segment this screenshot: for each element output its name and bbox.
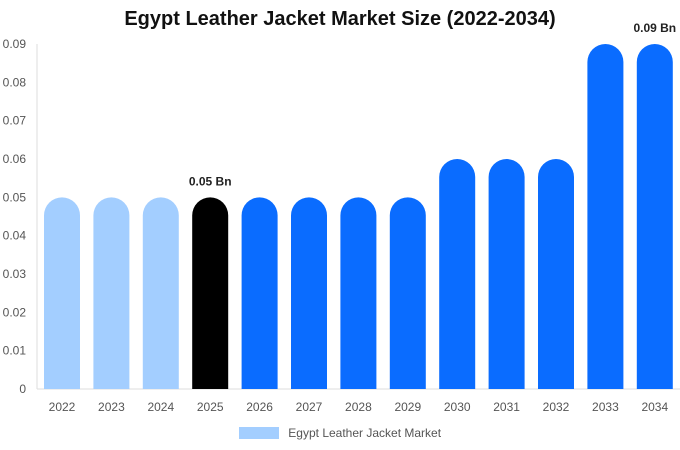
bar-2028 xyxy=(340,197,377,389)
bar-2026 xyxy=(241,197,278,389)
x-tick-label: 2024 xyxy=(147,400,174,414)
y-tick-label: 0.06 xyxy=(3,152,27,166)
y-tick-label: 0.05 xyxy=(3,190,27,204)
bar-2030 xyxy=(439,159,476,389)
legend-label: Egypt Leather Jacket Market xyxy=(288,425,442,440)
y-tick-label: 0.08 xyxy=(3,75,27,89)
bar-2034 xyxy=(636,44,673,389)
x-tick-label: 2029 xyxy=(394,400,421,414)
data-label-2025: 0.05 Bn xyxy=(189,174,232,188)
bar-2029 xyxy=(389,197,426,389)
x-tick-label: 2023 xyxy=(98,400,125,414)
bar-2031 xyxy=(488,159,525,389)
data-label-2034: 0.09 Bn xyxy=(633,21,676,35)
x-tick-label: 2025 xyxy=(197,400,224,414)
y-tick-label: 0.02 xyxy=(3,305,27,319)
bar-2022 xyxy=(44,197,80,389)
x-tick-label: 2033 xyxy=(592,400,619,414)
x-tick-label: 2032 xyxy=(543,400,570,414)
bar-2033 xyxy=(587,44,624,389)
chart-title: Egypt Leather Jacket Market Size (2022-2… xyxy=(124,8,556,30)
bar-2032 xyxy=(538,159,574,389)
x-tick-label: 2028 xyxy=(345,400,372,414)
y-tick-label: 0.01 xyxy=(3,344,27,358)
x-tick-label: 2031 xyxy=(493,400,520,414)
x-tick-label: 2027 xyxy=(296,400,323,414)
bar-2025 xyxy=(192,197,229,389)
legend: Egypt Leather Jacket Market xyxy=(0,425,680,440)
y-tick-label: 0.07 xyxy=(3,114,27,128)
y-tick-label: 0.04 xyxy=(3,229,27,243)
x-tick-label: 2026 xyxy=(246,400,273,414)
x-tick-label: 2034 xyxy=(641,400,668,414)
y-tick-label: 0.03 xyxy=(3,267,27,281)
x-tick-label: 2030 xyxy=(444,400,471,414)
bar-2023 xyxy=(93,197,130,389)
bar-2027 xyxy=(291,197,327,389)
bar-2024 xyxy=(142,197,179,389)
legend-swatch xyxy=(238,426,279,439)
y-tick-label: 0.09 xyxy=(3,37,27,51)
x-tick-label: 2022 xyxy=(49,400,76,414)
y-tick-label: 0 xyxy=(19,382,26,396)
